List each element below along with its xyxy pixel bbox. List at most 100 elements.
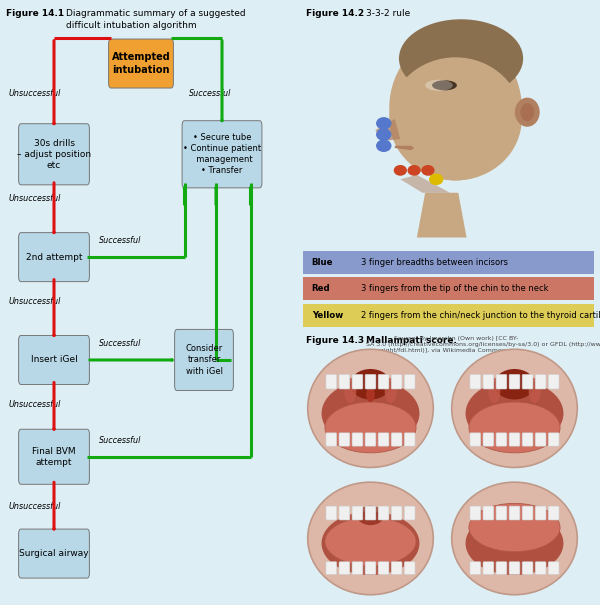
FancyBboxPatch shape bbox=[326, 374, 337, 389]
FancyBboxPatch shape bbox=[496, 561, 507, 575]
FancyBboxPatch shape bbox=[19, 124, 89, 185]
FancyBboxPatch shape bbox=[109, 39, 173, 88]
FancyBboxPatch shape bbox=[509, 374, 520, 389]
Ellipse shape bbox=[515, 97, 540, 126]
FancyBboxPatch shape bbox=[535, 374, 546, 389]
Ellipse shape bbox=[466, 380, 563, 447]
FancyBboxPatch shape bbox=[19, 335, 89, 385]
Ellipse shape bbox=[520, 103, 534, 121]
FancyBboxPatch shape bbox=[391, 433, 402, 446]
FancyBboxPatch shape bbox=[365, 433, 376, 446]
FancyBboxPatch shape bbox=[339, 506, 350, 520]
FancyBboxPatch shape bbox=[339, 561, 350, 575]
FancyBboxPatch shape bbox=[535, 561, 546, 575]
Ellipse shape bbox=[425, 80, 453, 91]
Text: • Secure tube
• Continue patient
  management
• Transfer: • Secure tube • Continue patient managem… bbox=[183, 133, 261, 175]
Text: Successful: Successful bbox=[99, 236, 142, 244]
Ellipse shape bbox=[350, 369, 391, 399]
FancyBboxPatch shape bbox=[522, 561, 533, 575]
Circle shape bbox=[394, 165, 407, 175]
Polygon shape bbox=[417, 193, 467, 238]
Ellipse shape bbox=[389, 35, 522, 180]
Circle shape bbox=[376, 117, 391, 129]
FancyBboxPatch shape bbox=[496, 374, 507, 389]
Polygon shape bbox=[395, 146, 414, 150]
FancyBboxPatch shape bbox=[326, 433, 337, 446]
FancyBboxPatch shape bbox=[470, 433, 481, 446]
FancyBboxPatch shape bbox=[352, 374, 363, 389]
FancyBboxPatch shape bbox=[483, 506, 494, 520]
Text: 3 finger breadths between incisors: 3 finger breadths between incisors bbox=[361, 258, 508, 267]
Circle shape bbox=[429, 174, 443, 185]
Ellipse shape bbox=[366, 387, 375, 402]
Ellipse shape bbox=[322, 511, 419, 575]
FancyBboxPatch shape bbox=[470, 561, 481, 575]
FancyBboxPatch shape bbox=[548, 374, 559, 389]
FancyBboxPatch shape bbox=[522, 506, 533, 520]
FancyBboxPatch shape bbox=[303, 278, 594, 300]
Ellipse shape bbox=[357, 506, 384, 525]
FancyBboxPatch shape bbox=[175, 329, 233, 391]
Text: Figure 14.3: Figure 14.3 bbox=[306, 336, 364, 345]
Polygon shape bbox=[376, 119, 400, 142]
Text: 3-3-2 rule: 3-3-2 rule bbox=[366, 9, 410, 18]
Ellipse shape bbox=[494, 369, 535, 399]
FancyBboxPatch shape bbox=[391, 374, 402, 389]
FancyBboxPatch shape bbox=[509, 506, 520, 520]
Text: Red: Red bbox=[312, 284, 331, 293]
Ellipse shape bbox=[385, 378, 397, 404]
Circle shape bbox=[308, 482, 433, 595]
FancyBboxPatch shape bbox=[548, 506, 559, 520]
Text: Consider
transfer
with iGel: Consider transfer with iGel bbox=[185, 344, 223, 376]
Ellipse shape bbox=[432, 80, 457, 90]
Text: Successful: Successful bbox=[99, 436, 142, 445]
FancyBboxPatch shape bbox=[326, 506, 337, 520]
FancyBboxPatch shape bbox=[483, 561, 494, 575]
Polygon shape bbox=[400, 175, 450, 193]
Text: Surgical airway: Surgical airway bbox=[19, 549, 89, 558]
FancyBboxPatch shape bbox=[352, 506, 363, 520]
FancyBboxPatch shape bbox=[483, 374, 494, 389]
Text: Unsuccessful: Unsuccessful bbox=[9, 90, 61, 98]
Text: Unsuccessful: Unsuccessful bbox=[9, 194, 61, 203]
FancyBboxPatch shape bbox=[548, 433, 559, 446]
FancyBboxPatch shape bbox=[404, 561, 415, 575]
Ellipse shape bbox=[344, 378, 356, 404]
FancyBboxPatch shape bbox=[19, 430, 89, 484]
FancyBboxPatch shape bbox=[391, 561, 402, 575]
FancyBboxPatch shape bbox=[404, 374, 415, 389]
Text: Successful: Successful bbox=[189, 90, 232, 98]
Text: Successful: Successful bbox=[99, 339, 142, 348]
Text: 2nd attempt: 2nd attempt bbox=[26, 253, 82, 261]
FancyBboxPatch shape bbox=[483, 433, 494, 446]
FancyBboxPatch shape bbox=[352, 561, 363, 575]
FancyBboxPatch shape bbox=[522, 433, 533, 446]
Text: Unsuccessful: Unsuccessful bbox=[9, 400, 61, 408]
FancyBboxPatch shape bbox=[303, 304, 594, 327]
Circle shape bbox=[452, 349, 577, 468]
Text: Unsuccessful: Unsuccessful bbox=[9, 297, 61, 306]
Text: 3 fingers from the tip of the chin to the neck: 3 fingers from the tip of the chin to th… bbox=[361, 284, 549, 293]
Text: Figure 14.1: Figure 14.1 bbox=[6, 9, 64, 18]
Circle shape bbox=[421, 165, 434, 175]
FancyBboxPatch shape bbox=[19, 233, 89, 282]
FancyBboxPatch shape bbox=[365, 374, 376, 389]
Text: Attempted
intubation: Attempted intubation bbox=[112, 52, 170, 75]
FancyBboxPatch shape bbox=[182, 121, 262, 188]
FancyBboxPatch shape bbox=[378, 433, 389, 446]
FancyBboxPatch shape bbox=[404, 433, 415, 446]
Text: Class I: Class I bbox=[356, 483, 385, 492]
FancyBboxPatch shape bbox=[339, 433, 350, 446]
Text: Class II: Class II bbox=[499, 483, 530, 492]
FancyBboxPatch shape bbox=[303, 251, 594, 274]
FancyBboxPatch shape bbox=[548, 561, 559, 575]
Ellipse shape bbox=[389, 57, 522, 180]
Ellipse shape bbox=[469, 503, 560, 552]
Ellipse shape bbox=[488, 378, 500, 404]
Text: Mallampati score.: Mallampati score. bbox=[366, 336, 457, 345]
FancyBboxPatch shape bbox=[496, 506, 507, 520]
Ellipse shape bbox=[466, 511, 563, 575]
Text: Insert iGel: Insert iGel bbox=[31, 356, 77, 364]
Circle shape bbox=[407, 165, 421, 175]
FancyBboxPatch shape bbox=[496, 433, 507, 446]
